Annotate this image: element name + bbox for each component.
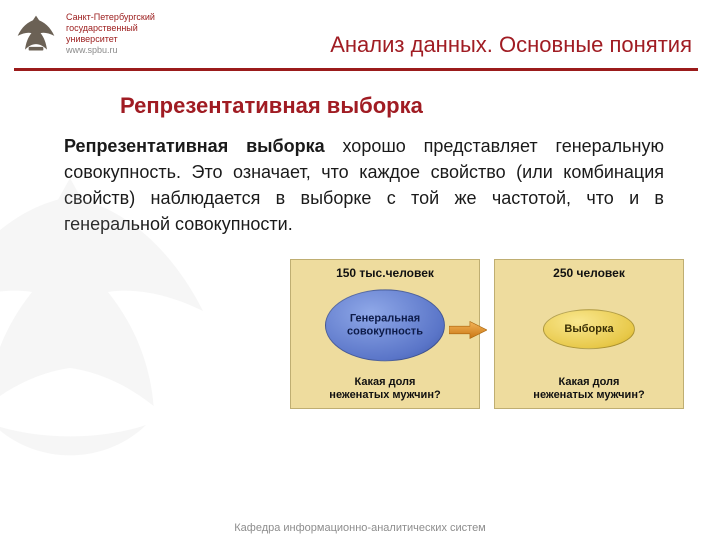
section-subtitle: Репрезентативная выборка <box>120 93 720 119</box>
definition-term: Репрезентативная выборка <box>64 136 325 156</box>
page-title: Анализ данных. Основные понятия <box>155 10 698 58</box>
university-url: www.spbu.ru <box>66 45 155 56</box>
bubble-sample: Выборка <box>543 309 635 349</box>
university-name-line: университет <box>66 34 155 45</box>
definition-paragraph: Репрезентативная выборка хорошо представ… <box>64 133 664 237</box>
university-name-line: государственный <box>66 23 155 34</box>
university-emblem-icon <box>14 12 58 56</box>
header-rule <box>14 68 698 71</box>
footer-text: Кафедра информационно-аналитических сист… <box>0 522 720 534</box>
panel-bottom-label: Какая долянеженатых мужчин? <box>291 376 479 402</box>
panel-top-label: 250 человек <box>501 266 677 280</box>
panel-bottom-label: Какая долянеженатых мужчин? <box>495 376 683 402</box>
diagram-panel-population: 150 тыс.человек Генеральнаясовокупность … <box>290 259 480 409</box>
header: Санкт-Петербургский государственный унив… <box>0 0 720 68</box>
panel-top-label: 150 тыс.человек <box>297 266 473 280</box>
diagram: 150 тыс.человек Генеральнаясовокупность … <box>0 259 720 409</box>
bubble-population: Генеральнаясовокупность <box>325 289 445 361</box>
diagram-panel-sample: 250 человек Выборка Какая долянеженатых … <box>494 259 684 409</box>
university-name-block: Санкт-Петербургский государственный унив… <box>66 10 155 56</box>
university-name-line: Санкт-Петербургский <box>66 12 155 23</box>
